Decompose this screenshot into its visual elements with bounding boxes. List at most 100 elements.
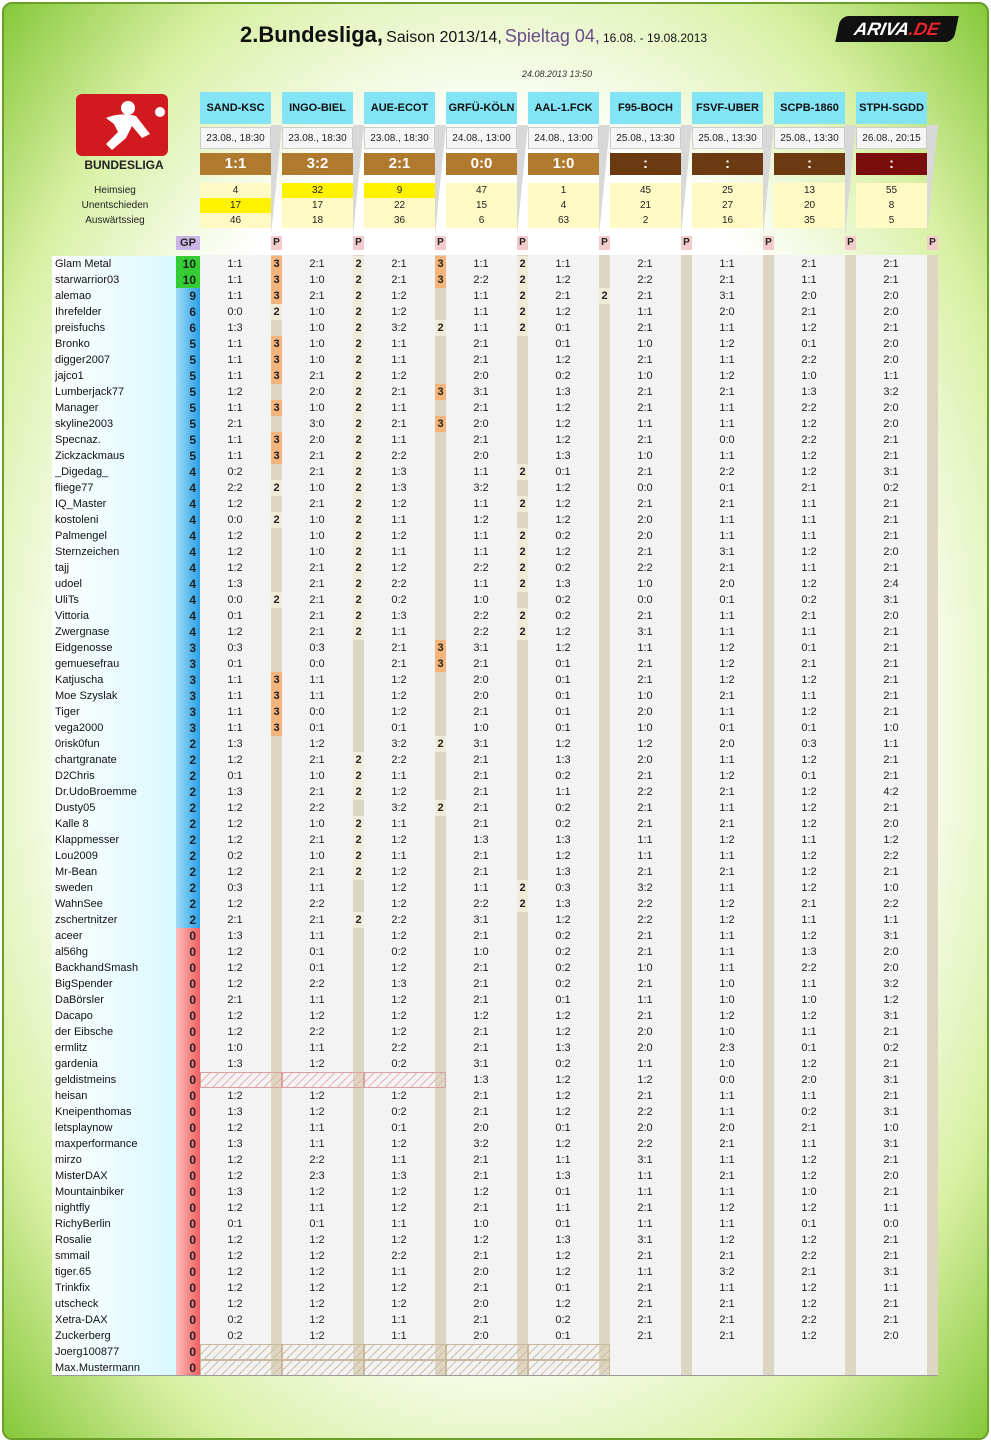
player-name[interactable]: Rosalie <box>52 1232 176 1248</box>
player-name[interactable]: jajco1 <box>52 368 176 384</box>
player-name[interactable]: DaBörsler <box>52 992 176 1008</box>
player-name[interactable]: Vittoria <box>52 608 176 624</box>
points-header[interactable]: P <box>271 236 282 250</box>
player-name[interactable]: Dusty05 <box>52 800 176 816</box>
points-header[interactable]: P <box>599 236 610 250</box>
player-name[interactable]: heisan <box>52 1088 176 1104</box>
player-name[interactable]: skyline2003 <box>52 416 176 432</box>
player-name[interactable]: WahnSee <box>52 896 176 912</box>
game-header[interactable]: STPH-SGDD <box>856 92 927 124</box>
player-name[interactable]: al56hg <box>52 944 176 960</box>
game-header[interactable]: AUE-ECOT <box>364 92 435 124</box>
player-name[interactable]: kostoleni <box>52 512 176 528</box>
player-name[interactable]: Trinkfix <box>52 1280 176 1296</box>
player-name[interactable]: Mr-Bean <box>52 864 176 880</box>
player-name[interactable]: Klappmesser <box>52 832 176 848</box>
player-name[interactable]: 0risk0fun <box>52 736 176 752</box>
player-name[interactable]: geldistmeins <box>52 1072 176 1088</box>
player-name[interactable]: Max.Mustermann <box>52 1360 176 1376</box>
tip-cell: 1:1 <box>391 354 407 366</box>
player-name[interactable]: Xetra-DAX <box>52 1312 176 1328</box>
points-header[interactable]: P <box>845 236 856 250</box>
player-name[interactable]: vega2000 <box>52 720 176 736</box>
player-name[interactable]: Eidgenosse <box>52 640 176 656</box>
player-name[interactable]: Kneipenthomas <box>52 1104 176 1120</box>
game-header[interactable]: AAL-1.FCK <box>528 92 599 124</box>
player-name[interactable]: Zwergnase <box>52 624 176 640</box>
player-name[interactable]: Lumberjack77 <box>52 384 176 400</box>
player-name[interactable]: ermlitz <box>52 1040 176 1056</box>
player-name[interactable]: Bronko <box>52 336 176 352</box>
tip-cell: 1:3 <box>555 450 571 462</box>
player-name[interactable]: RichyBerlin <box>52 1216 176 1232</box>
player-name[interactable]: Katjuscha <box>52 672 176 688</box>
player-name[interactable]: smmail <box>52 1248 176 1264</box>
player-name[interactable]: D2Chris <box>52 768 176 784</box>
points-header[interactable]: P <box>353 236 364 250</box>
player-name[interactable]: Tiger <box>52 704 176 720</box>
player-name[interactable]: Glam Metal <box>52 256 176 272</box>
player-name[interactable]: nightfly <box>52 1200 176 1216</box>
player-name[interactable]: MisterDAX <box>52 1168 176 1184</box>
ariva-logo[interactable]: ARIVA.DE <box>835 16 959 42</box>
gp-header[interactable]: GP <box>176 236 200 250</box>
table-row: al56hg 0 1:2 0:1 0:2 1:0 0:2 2:1 1:1 1:3 2:0 <box>52 944 938 960</box>
player-name[interactable]: BigSpender <box>52 976 176 992</box>
player-name[interactable]: chartgranate <box>52 752 176 768</box>
player-name[interactable]: Moe Szyslak <box>52 688 176 704</box>
player-name[interactable]: der Eibsche <box>52 1024 176 1040</box>
player-name[interactable]: BackhandSmash <box>52 960 176 976</box>
player-name[interactable]: Dacapo <box>52 1008 176 1024</box>
player-name[interactable]: sweden <box>52 880 176 896</box>
player-name[interactable]: maxperformance <box>52 1136 176 1152</box>
tip-cell: 1:2 <box>801 1282 817 1294</box>
points-header[interactable]: P <box>763 236 774 250</box>
game-header[interactable]: GRFÜ-KÖLN <box>446 92 517 124</box>
player-name[interactable]: fliege77 <box>52 480 176 496</box>
tip-cell: 2:1 <box>719 1250 735 1262</box>
tip-cell: 0:1 <box>555 994 571 1006</box>
player-name[interactable]: Joerg100877 <box>52 1344 176 1360</box>
player-name[interactable]: Zuckerberg <box>52 1328 176 1344</box>
player-name[interactable]: Mountainbiker <box>52 1184 176 1200</box>
player-name[interactable]: udoel <box>52 576 176 592</box>
player-name[interactable]: tajj <box>52 560 176 576</box>
game-header[interactable]: SAND-KSC <box>200 92 271 124</box>
game-header[interactable]: F95-BOCH <box>610 92 681 124</box>
player-name[interactable]: alemao <box>52 288 176 304</box>
points-header[interactable]: P <box>435 236 446 250</box>
player-name[interactable]: Sternzeichen <box>52 544 176 560</box>
player-name[interactable]: UliTs <box>52 592 176 608</box>
player-name[interactable]: Lou2009 <box>52 848 176 864</box>
player-name[interactable]: letsplaynow <box>52 1120 176 1136</box>
player-name[interactable]: digger2007 <box>52 352 176 368</box>
player-name[interactable]: preisfuchs <box>52 320 176 336</box>
player-name[interactable]: Kalle 8 <box>52 816 176 832</box>
player-name[interactable]: _Digedag_ <box>52 464 176 480</box>
player-name[interactable]: zschertnitzer <box>52 912 176 928</box>
player-name[interactable]: utscheck <box>52 1296 176 1312</box>
player-name[interactable]: tiger.65 <box>52 1264 176 1280</box>
tip-cell: 1:1 <box>473 322 489 334</box>
points-header[interactable]: P <box>927 236 938 250</box>
player-name[interactable]: starwarrior03 <box>52 272 176 288</box>
player-points: 2 <box>176 864 200 880</box>
player-name[interactable]: IQ_Master <box>52 496 176 512</box>
player-name[interactable]: aceer <box>52 928 176 944</box>
tip-cell: 1:1 <box>227 354 243 366</box>
game-header[interactable]: SCPB-1860 <box>774 92 845 124</box>
player-name[interactable]: Zickzackmaus <box>52 448 176 464</box>
points-header[interactable]: P <box>681 236 692 250</box>
game-header[interactable]: FSVF-UBER <box>692 92 763 124</box>
player-name[interactable]: Manager <box>52 400 176 416</box>
game-header[interactable]: INGO-BIEL <box>282 92 353 124</box>
player-name[interactable]: Palmengel <box>52 528 176 544</box>
player-name[interactable]: gardenia <box>52 1056 176 1072</box>
player-name[interactable]: Specnaz. <box>52 432 176 448</box>
points-header[interactable]: P <box>517 236 528 250</box>
player-name[interactable]: Ihrefelder <box>52 304 176 320</box>
tip-cell: 2:1 <box>473 802 489 814</box>
player-name[interactable]: mirzo <box>52 1152 176 1168</box>
player-name[interactable]: gemuesefrau <box>52 656 176 672</box>
player-name[interactable]: Dr.UdoBroemme <box>52 784 176 800</box>
